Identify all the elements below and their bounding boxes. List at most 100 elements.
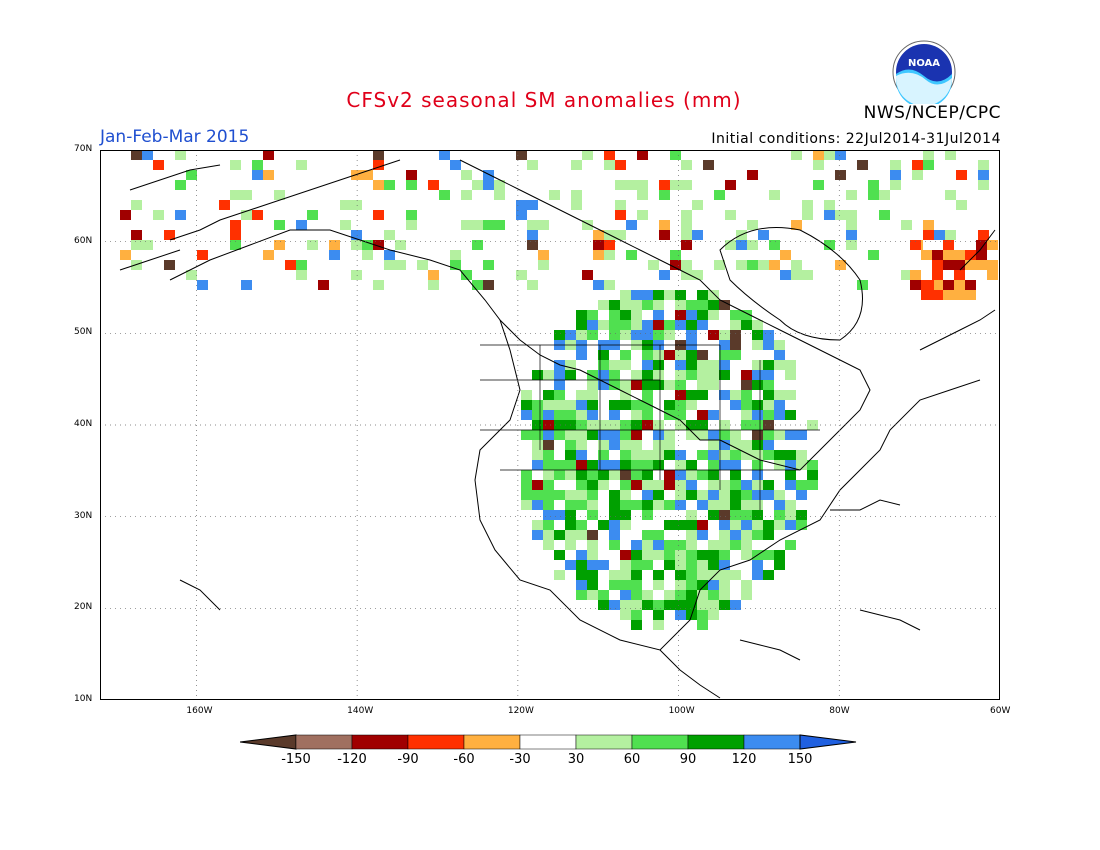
anomaly-cell <box>796 520 807 530</box>
anomaly-cell <box>708 470 719 480</box>
anomaly-cell <box>642 390 653 400</box>
anomaly-cell <box>576 580 587 590</box>
anomaly-cell <box>598 300 609 310</box>
anomaly-cell <box>653 450 664 460</box>
anomaly-cell <box>912 160 923 170</box>
legend-label: -30 <box>509 752 530 767</box>
anomaly-cell <box>642 510 653 520</box>
anomaly-cell <box>587 410 598 420</box>
anomaly-cell <box>697 290 708 300</box>
anomaly-cell <box>197 280 208 290</box>
anomaly-cell <box>653 460 664 470</box>
anomaly-cell <box>686 300 697 310</box>
anomaly-cell <box>943 240 954 250</box>
anomaly-cell <box>675 490 686 500</box>
anomaly-cell <box>565 370 576 380</box>
anomaly-cell <box>879 210 890 220</box>
anomaly-cell <box>932 270 943 280</box>
anomaly-cell <box>923 230 934 240</box>
anomaly-cell <box>987 260 998 270</box>
anomaly-cell <box>987 240 998 250</box>
anomaly-cell <box>296 160 307 170</box>
anomaly-cell <box>675 290 686 300</box>
legend-swatch <box>631 734 689 750</box>
anomaly-cell <box>824 240 835 250</box>
anomaly-cell <box>945 190 956 200</box>
anomaly-cell <box>620 560 631 570</box>
anomaly-cell <box>598 470 609 480</box>
anomaly-cell <box>719 550 730 560</box>
anomaly-cell <box>527 160 538 170</box>
anomaly-cell <box>538 260 549 270</box>
anomaly-cell <box>461 190 472 200</box>
anomaly-cell <box>785 470 796 480</box>
legend-label: 120 <box>732 752 757 767</box>
anomaly-cell <box>620 400 631 410</box>
anomaly-cell <box>675 580 686 590</box>
anomaly-cell <box>576 350 587 360</box>
anomaly-cell <box>956 200 967 210</box>
anomaly-cell <box>692 200 703 210</box>
anomaly-cell <box>802 210 813 220</box>
anomaly-cell <box>609 380 620 390</box>
anomaly-cell <box>653 370 664 380</box>
anomaly-cell <box>686 580 697 590</box>
anomaly-cell <box>741 420 752 430</box>
anomaly-cell <box>554 470 565 480</box>
anomaly-cell <box>708 450 719 460</box>
anomaly-cell <box>741 500 752 510</box>
anomaly-cell <box>675 460 686 470</box>
anomaly-cell <box>373 280 384 290</box>
anomaly-cell <box>752 410 763 420</box>
anomaly-cell <box>296 270 307 280</box>
anomaly-cell <box>780 250 791 260</box>
anomaly-cell <box>543 430 554 440</box>
anomaly-cells <box>120 150 998 630</box>
anomaly-cell <box>719 370 730 380</box>
anomaly-cell <box>675 390 686 400</box>
anomaly-cell <box>719 460 730 470</box>
anomaly-cell <box>576 310 587 320</box>
anomaly-cell <box>532 430 543 440</box>
anomaly-cell <box>252 170 263 180</box>
anomaly-cell <box>406 180 417 190</box>
anomaly-cell <box>785 360 796 370</box>
anomaly-cell <box>230 160 241 170</box>
anomaly-cell <box>708 540 719 550</box>
anomaly-cell <box>631 500 642 510</box>
anomaly-cell <box>741 590 752 600</box>
anomaly-cell <box>296 260 307 270</box>
anomaly-cell <box>921 280 932 290</box>
anomaly-cell <box>747 260 758 270</box>
anomaly-cell <box>565 490 576 500</box>
anomaly-cell <box>587 500 598 510</box>
anomaly-cell <box>791 220 802 230</box>
anomaly-cell <box>164 260 175 270</box>
anomaly-cell <box>532 460 543 470</box>
anomaly-cell <box>763 570 774 580</box>
anomaly-cell <box>675 570 686 580</box>
svg-text:NOAA: NOAA <box>908 58 940 69</box>
legend-arrow-low <box>240 734 297 750</box>
anomaly-cell <box>763 410 774 420</box>
anomaly-cell <box>921 250 932 260</box>
anomaly-cell <box>774 430 785 440</box>
legend-swatch <box>407 734 465 750</box>
anomaly-cell <box>609 360 620 370</box>
anomaly-cell <box>631 380 642 390</box>
anomaly-cell <box>725 180 736 190</box>
anomaly-cell <box>642 530 653 540</box>
anomaly-cell <box>587 590 598 600</box>
anomaly-cell <box>532 490 543 500</box>
anomaly-cell <box>741 410 752 420</box>
anomaly-cell <box>736 240 747 250</box>
anomaly-cell <box>675 480 686 490</box>
anomaly-cell <box>620 310 631 320</box>
anomaly-cell <box>796 510 807 520</box>
anomaly-cell <box>554 460 565 470</box>
anomaly-cell <box>725 210 736 220</box>
anomaly-cell <box>186 170 197 180</box>
anomaly-cell <box>697 380 708 390</box>
anomaly-cell <box>813 160 824 170</box>
anomaly-cell <box>758 260 769 270</box>
